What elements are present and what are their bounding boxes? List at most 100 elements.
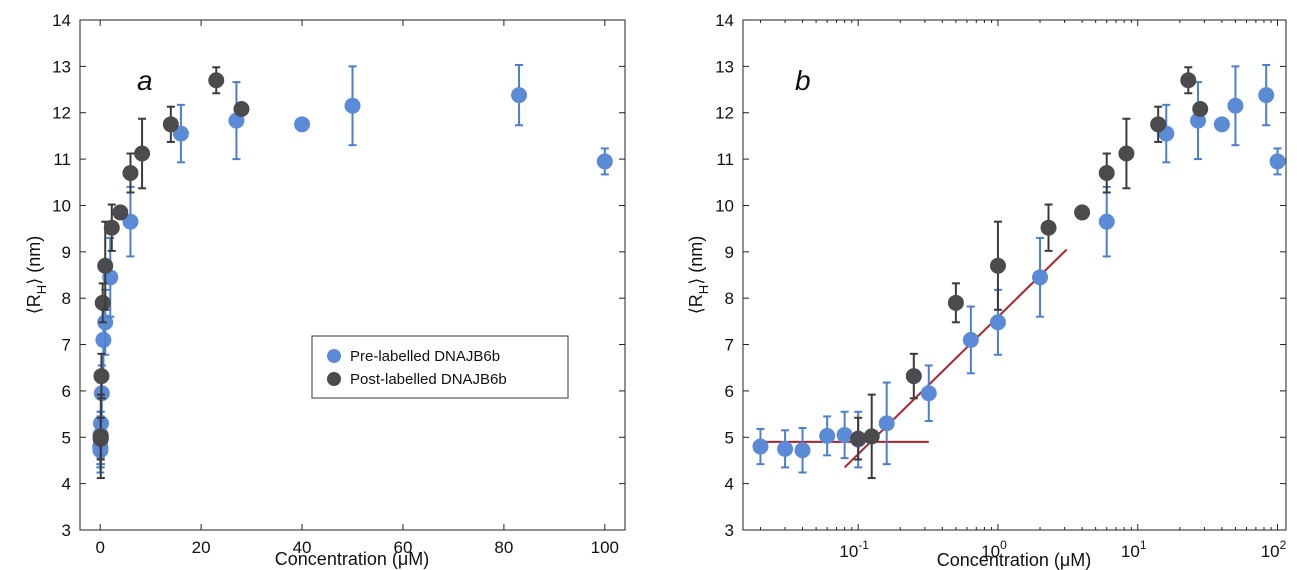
- y-tick-label: 14: [52, 11, 71, 30]
- data-point-post: [1098, 165, 1115, 181]
- data-point-pre: [962, 331, 979, 348]
- y-tick-label: 10: [715, 196, 734, 215]
- y-axis-label-tail-a: ⟩ (nm): [24, 236, 44, 285]
- x-ticks-a: 0 20 40 60 80 100: [95, 20, 619, 557]
- data-point-post: [93, 368, 110, 385]
- y-tick-label: 7: [62, 336, 71, 355]
- x-tick-exponent: 1: [1140, 538, 1147, 552]
- y-tick-label: 4: [62, 475, 71, 494]
- x-tick-base: 10: [839, 542, 858, 561]
- legend: Pre-labelled DNAJB6b Post-labelled DNAJB…: [311, 335, 569, 399]
- y-axis-label-tail-b: ⟩ (nm): [686, 236, 706, 285]
- x-tick-label: 100: [981, 538, 1007, 561]
- panel-letter-a: a: [137, 65, 153, 96]
- y-tick-label: 8: [725, 289, 734, 308]
- data-point-post: [1180, 72, 1197, 89]
- x-tick-base: 10: [981, 542, 1000, 561]
- data-point-post: [863, 428, 880, 445]
- legend-box: [311, 335, 569, 399]
- data-point-post: [112, 204, 129, 221]
- x-tick-label: 10-1: [839, 538, 869, 561]
- y-axis-label-b: ⟨RH⟩ (nm): [686, 236, 711, 314]
- y-tick-label: 3: [725, 521, 734, 540]
- x-tick-exponent: 0: [1000, 538, 1007, 552]
- data-point-pre: [294, 116, 311, 133]
- data-point-pre: [95, 331, 112, 348]
- y-tick-label: 8: [62, 289, 71, 308]
- y-tick-label: 6: [62, 382, 71, 401]
- data-point-post: [162, 116, 179, 133]
- data-point-post: [1074, 204, 1091, 221]
- y-tick-label: 12: [52, 104, 71, 123]
- x-tick-label: 60: [394, 538, 413, 557]
- data-point-post: [1040, 219, 1057, 236]
- data-point-pre: [1098, 213, 1115, 230]
- y-tick-label: 10: [52, 196, 71, 215]
- y-tick-label: 9: [725, 243, 734, 262]
- data-point-pre: [344, 97, 361, 114]
- y-tick-label: 13: [52, 57, 71, 76]
- data-point-pre: [1213, 116, 1230, 133]
- y-tick-label: 12: [715, 104, 734, 123]
- x-axis-label-b: Concentration (μM): [937, 550, 1091, 570]
- data-point-pre: [1032, 269, 1049, 286]
- fit-line: [843, 248, 1068, 469]
- legend-marker-post: [327, 372, 341, 386]
- y-ticks-b: 3 4 5 6 7 8 9 10 11 12 13 14: [715, 11, 1286, 540]
- legend-marker-pre: [327, 349, 341, 363]
- plot-frame-a: [79, 19, 626, 531]
- y-tick-label: 14: [715, 11, 734, 30]
- y-axis-label-a: ⟨RH⟩ (nm): [24, 236, 49, 314]
- points-a: [92, 63, 613, 480]
- x-tick-label: 0: [95, 538, 104, 557]
- x-tick-label: 40: [293, 538, 312, 557]
- data-point-post: [1192, 101, 1209, 118]
- y-tick-label: 5: [62, 428, 71, 447]
- data-point-post: [233, 101, 250, 118]
- data-point-pre: [172, 125, 189, 142]
- data-point-post: [1118, 145, 1135, 162]
- legend-label-pre: Pre-labelled DNAJB6b: [350, 348, 500, 365]
- data-point-pre: [794, 442, 811, 459]
- x-tick-label: 101: [1121, 538, 1147, 561]
- data-point-post: [122, 165, 139, 181]
- data-point-post: [92, 428, 109, 445]
- data-point-pre: [511, 87, 528, 104]
- data-point-post: [905, 368, 922, 385]
- data-point-post: [103, 219, 120, 236]
- x-axis-label-a: Concentration (μM): [275, 549, 429, 569]
- y-axis-label-sub-b: H: [696, 285, 711, 294]
- data-point-post: [97, 257, 114, 274]
- data-point-post: [850, 430, 867, 447]
- data-point-pre: [836, 426, 853, 443]
- x-tick-exponent: 2: [1280, 538, 1287, 552]
- data-point-pre: [878, 415, 895, 432]
- x-tick-label: 20: [192, 538, 211, 557]
- y-tick-label: 4: [725, 475, 734, 494]
- data-point-pre: [1227, 97, 1244, 114]
- y-tick-label: 3: [62, 521, 71, 540]
- y-tick-label: 13: [715, 57, 734, 76]
- panel-a: 3 4 5 6 7 8 9 10 11 12 13 14 0 20 40 60 80 100 a Concent…: [24, 11, 626, 569]
- x-tick-base: 10: [1261, 542, 1280, 561]
- x-tick-label: 100: [591, 538, 619, 557]
- data-point-pre: [1269, 153, 1286, 170]
- plot-frame-b: [742, 19, 1287, 531]
- x-tick-exponent: -1: [858, 538, 869, 552]
- y-ticks-a: 3 4 5 6 7 8 9 10 11 12 13 14: [52, 11, 625, 540]
- data-point-post: [947, 294, 964, 311]
- y-tick-label: 5: [725, 428, 734, 447]
- data-point-pre: [752, 438, 769, 455]
- y-axis-label-main-b: ⟨R: [686, 294, 706, 314]
- legend-label-post: Post-labelled DNAJB6b: [350, 371, 507, 388]
- y-tick-label: 9: [62, 243, 71, 262]
- x-tick-label: 80: [494, 538, 513, 557]
- y-tick-label: 11: [53, 150, 71, 169]
- data-point-post: [1150, 116, 1167, 133]
- data-point-pre: [596, 153, 613, 170]
- y-tick-label: 11: [716, 150, 734, 169]
- y-tick-label: 6: [725, 382, 734, 401]
- data-point-pre: [122, 213, 139, 230]
- data-point-pre: [920, 385, 937, 402]
- data-point-pre: [989, 314, 1006, 331]
